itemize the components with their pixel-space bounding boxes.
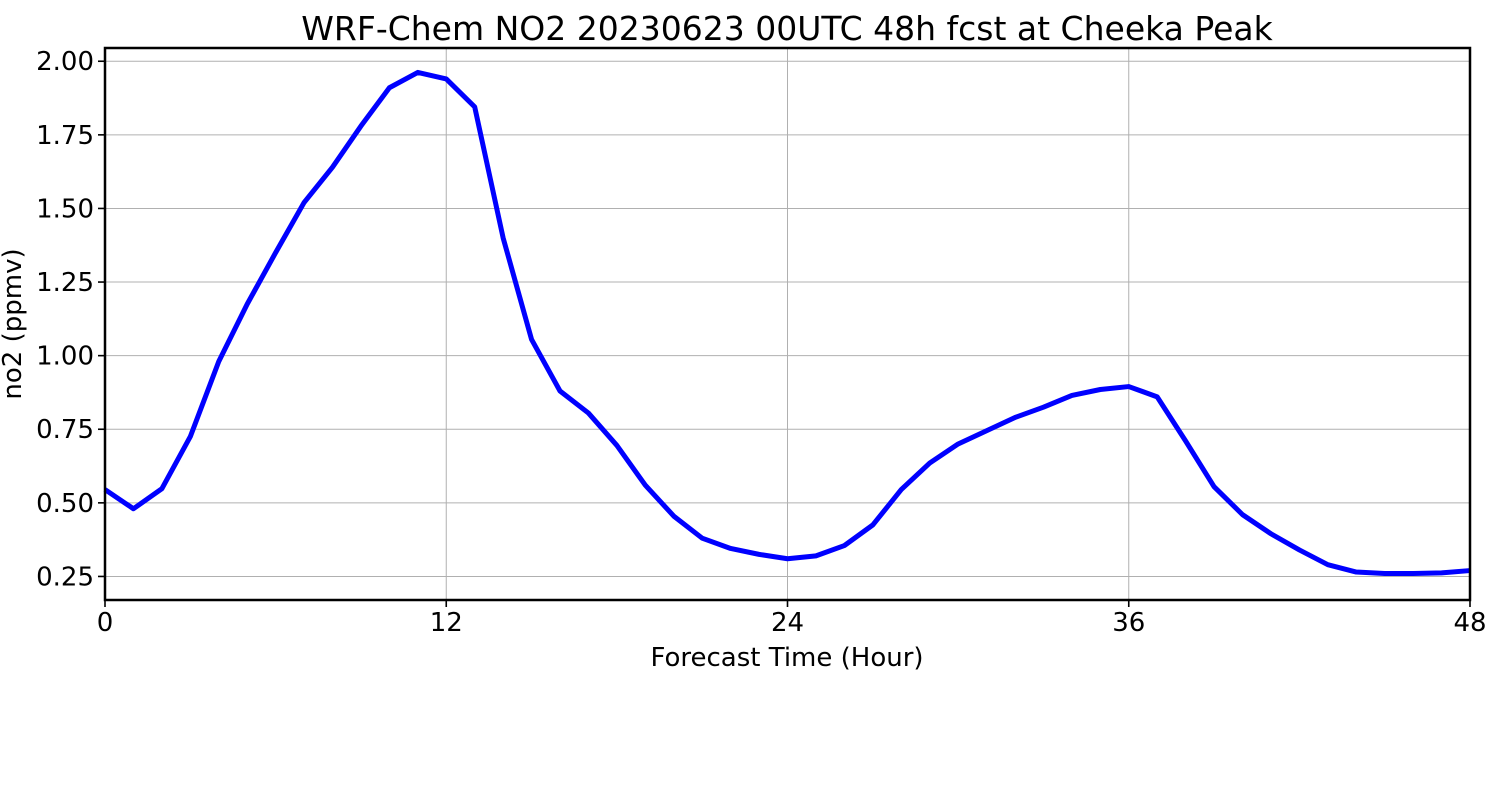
y-tick-label: 0.50 <box>36 489 94 519</box>
x-tick-label: 0 <box>97 608 114 638</box>
y-tick-label: 1.25 <box>36 268 94 298</box>
y-axis-label: no2 (ppmv) <box>0 248 28 399</box>
x-axis-ticks: 0 12 24 36 48 <box>97 600 1487 638</box>
chart-title: WRF-Chem NO2 20230623 00UTC 48h fcst at … <box>301 9 1273 48</box>
x-tick-label: 48 <box>1453 608 1486 638</box>
y-tick-label: 1.50 <box>36 194 94 224</box>
x-tick-label: 36 <box>1112 608 1145 638</box>
y-tick-label: 2.00 <box>36 47 94 77</box>
x-axis-label: Forecast Time (Hour) <box>650 643 923 673</box>
x-tick-label: 24 <box>771 608 804 638</box>
y-tick-label: 1.00 <box>36 342 94 372</box>
y-tick-label: 0.25 <box>36 562 94 592</box>
y-tick-label: 0.75 <box>36 415 94 445</box>
y-tick-label: 1.75 <box>36 121 94 151</box>
y-axis-ticks: 0.25 0.50 0.75 1.00 1.25 1.50 1.75 2.00 <box>36 47 105 592</box>
x-tick-label: 12 <box>430 608 463 638</box>
series-lines <box>103 69 1471 576</box>
series-line-no2 <box>103 69 1471 576</box>
